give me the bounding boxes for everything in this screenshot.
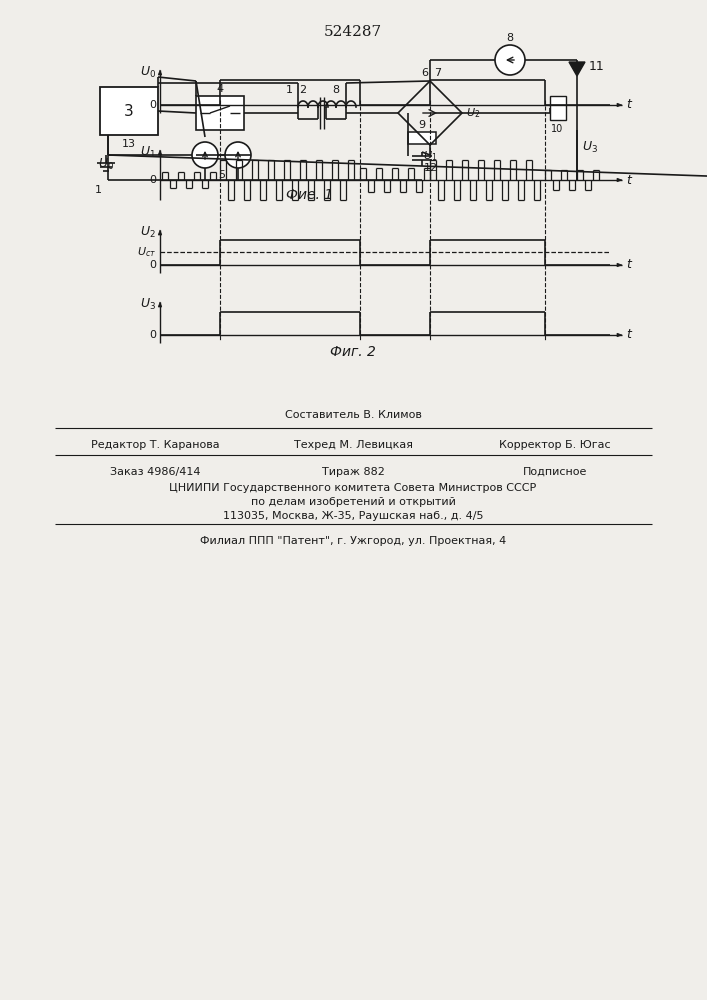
Polygon shape: [569, 62, 585, 76]
Text: 10: 10: [551, 124, 563, 134]
Text: 2: 2: [300, 85, 307, 95]
Text: 13: 13: [122, 139, 136, 149]
Text: Подписное: Подписное: [522, 467, 588, 477]
Text: $U_1$: $U_1$: [423, 149, 437, 163]
Text: Филиал ППП "Патент", г. Ужгород, ул. Проектная, 4: Филиал ППП "Патент", г. Ужгород, ул. Про…: [200, 536, 506, 546]
Bar: [408, 132, 436, 144]
Text: 8: 8: [332, 85, 339, 95]
Text: 524287: 524287: [324, 25, 382, 39]
Text: Тираж 882: Тираж 882: [322, 467, 385, 477]
Text: 8: 8: [506, 33, 513, 43]
Text: 0: 0: [149, 100, 156, 110]
Circle shape: [192, 142, 218, 168]
Text: t: t: [626, 258, 631, 271]
Polygon shape: [617, 263, 622, 267]
Text: 0: 0: [149, 175, 156, 185]
Text: $U_{cт}$: $U_{cт}$: [137, 245, 156, 259]
Text: 9: 9: [419, 120, 426, 130]
Text: $U_2$: $U_2$: [140, 224, 156, 240]
Text: Фиг. 2: Фиг. 2: [330, 345, 376, 359]
Text: 0: 0: [149, 260, 156, 270]
Text: $U_3$: $U_3$: [140, 296, 156, 312]
Polygon shape: [158, 150, 162, 155]
Polygon shape: [158, 230, 162, 235]
Text: 1: 1: [95, 185, 102, 195]
Text: Корректор Б. Югас: Корректор Б. Югас: [499, 440, 611, 450]
Polygon shape: [617, 333, 622, 337]
Circle shape: [495, 45, 525, 75]
Text: Заказ 4986/414: Заказ 4986/414: [110, 467, 200, 477]
Circle shape: [225, 142, 251, 168]
Text: ЦНИИПИ Государственного комитета Совета Министров СССР: ЦНИИПИ Государственного комитета Совета …: [170, 483, 537, 493]
Bar: [100, 87, 158, 135]
Polygon shape: [158, 302, 162, 307]
Polygon shape: [617, 178, 622, 182]
Text: 6: 6: [421, 68, 428, 78]
Text: t: t: [626, 328, 631, 342]
Polygon shape: [158, 70, 162, 75]
Polygon shape: [617, 103, 622, 107]
Text: Редактор Т. Каранова: Редактор Т. Каранова: [90, 440, 219, 450]
Text: 3: 3: [124, 104, 134, 118]
Text: $U_0$: $U_0$: [140, 64, 156, 80]
Text: 7: 7: [434, 68, 441, 78]
Text: $U_0$: $U_0$: [98, 157, 114, 172]
Text: t: t: [626, 99, 631, 111]
Text: 12: 12: [424, 163, 438, 173]
Text: по делам изобретений и открытий: по делам изобретений и открытий: [250, 497, 455, 507]
Text: Техред М. Левицкая: Техред М. Левицкая: [293, 440, 412, 450]
Text: 0: 0: [149, 330, 156, 340]
Bar: [196, 96, 244, 130]
Text: 5: 5: [218, 170, 225, 180]
Text: Составитель В. Климов: Составитель В. Климов: [284, 410, 421, 420]
Text: $U_1$: $U_1$: [140, 144, 156, 160]
Text: 11: 11: [589, 60, 604, 73]
Text: $U_2$: $U_2$: [466, 106, 480, 120]
Text: Фие. 1: Фие. 1: [286, 188, 334, 202]
Bar: [550, 96, 566, 120]
Text: $U_3$: $U_3$: [582, 139, 598, 155]
Text: 113035, Москва, Ж-35, Раушская наб., д. 4/5: 113035, Москва, Ж-35, Раушская наб., д. …: [223, 511, 484, 521]
Text: 1: 1: [286, 85, 293, 95]
Text: 4: 4: [216, 84, 223, 94]
Text: t: t: [626, 174, 631, 186]
